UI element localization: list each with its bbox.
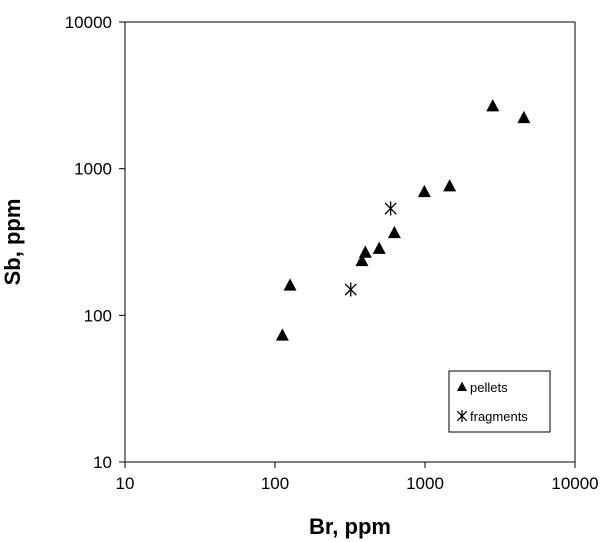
y-tick-label: 1000 (74, 160, 112, 179)
y-axis-title: Sb, ppm (0, 199, 25, 286)
data-point-pellets (372, 241, 386, 254)
x-tick-label: 10 (116, 474, 135, 493)
legend-asterisk-icon (456, 410, 468, 422)
y-tick-label: 10 (93, 453, 112, 472)
legend-asterisk-shape (456, 410, 468, 422)
data-point-pellets (517, 110, 531, 124)
x-tick-label: 10000 (551, 474, 598, 493)
legend-triangle-shape (457, 381, 467, 392)
data-point-fragments (384, 201, 397, 216)
data-point-pellets (355, 253, 369, 267)
data-point-pellets (486, 99, 500, 112)
data-points (275, 99, 531, 341)
x-axis-ticks: 10 100 1000 10000 (116, 462, 599, 493)
y-tick-label: 10000 (65, 13, 112, 32)
x-tick-label: 100 (261, 474, 289, 493)
data-point-pellets (443, 179, 457, 192)
data-point-pellets (417, 184, 431, 198)
y-axis-ticks: 10 100 1000 10000 (65, 13, 125, 472)
data-point-pellets (358, 245, 372, 258)
x-tick-label: 1000 (406, 474, 444, 493)
legend-label-fragments: fragments (470, 409, 528, 424)
x-axis-title: Br, ppm (309, 514, 391, 539)
legend-label-pellets: pellets (470, 380, 508, 395)
legend-box (448, 370, 551, 433)
data-point-fragments (344, 282, 357, 297)
data-point-pellets (387, 225, 401, 239)
y-tick-label: 100 (84, 306, 112, 325)
legend-triangle-icon (457, 381, 467, 392)
data-point-pellets (275, 328, 289, 341)
data-point-pellets (283, 278, 297, 291)
legend: pellets fragments (448, 370, 551, 433)
